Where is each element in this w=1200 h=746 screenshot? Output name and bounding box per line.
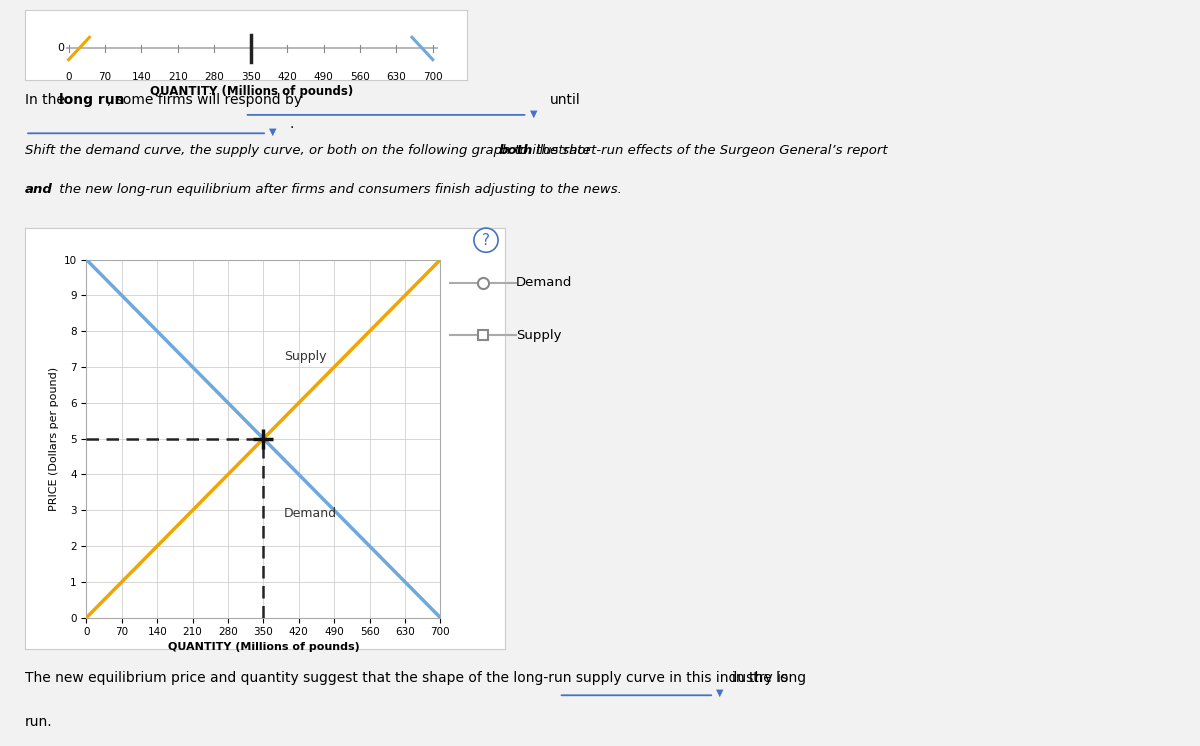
- Text: long run: long run: [60, 93, 125, 107]
- Text: both: both: [499, 144, 533, 157]
- Text: The new equilibrium price and quantity suggest that the shape of the long-run su: The new equilibrium price and quantity s…: [25, 671, 788, 685]
- Text: Supply: Supply: [283, 350, 326, 363]
- Text: and: and: [25, 183, 53, 196]
- Text: run.: run.: [25, 715, 53, 729]
- Text: Shift the demand curve, the supply curve, or both on the following graph to illu: Shift the demand curve, the supply curve…: [25, 144, 595, 157]
- X-axis label: QUANTITY (Millions of pounds): QUANTITY (Millions of pounds): [150, 85, 354, 98]
- Text: Supply: Supply: [516, 328, 562, 342]
- Text: In the: In the: [25, 93, 70, 107]
- Text: ▼: ▼: [716, 688, 724, 698]
- Text: .: .: [289, 117, 294, 131]
- Text: ?: ?: [482, 233, 490, 248]
- Text: ▼: ▼: [269, 127, 277, 137]
- Text: in the long: in the long: [732, 671, 806, 685]
- Text: Demand: Demand: [516, 276, 572, 289]
- Text: the new long-run equilibrium after firms and consumers finish adjusting to the n: the new long-run equilibrium after firms…: [54, 183, 622, 196]
- X-axis label: QUANTITY (Millions of pounds): QUANTITY (Millions of pounds): [168, 642, 359, 651]
- Y-axis label: PRICE (Dollars per pound): PRICE (Dollars per pound): [49, 366, 59, 511]
- Text: until: until: [550, 93, 581, 107]
- Text: Demand: Demand: [283, 507, 337, 521]
- Text: ▼: ▼: [529, 109, 538, 119]
- Text: 0: 0: [58, 43, 65, 54]
- Text: , some firms will respond by: , some firms will respond by: [107, 93, 302, 107]
- Text: the short-run effects of the Surgeon General’s report: the short-run effects of the Surgeon Gen…: [533, 144, 888, 157]
